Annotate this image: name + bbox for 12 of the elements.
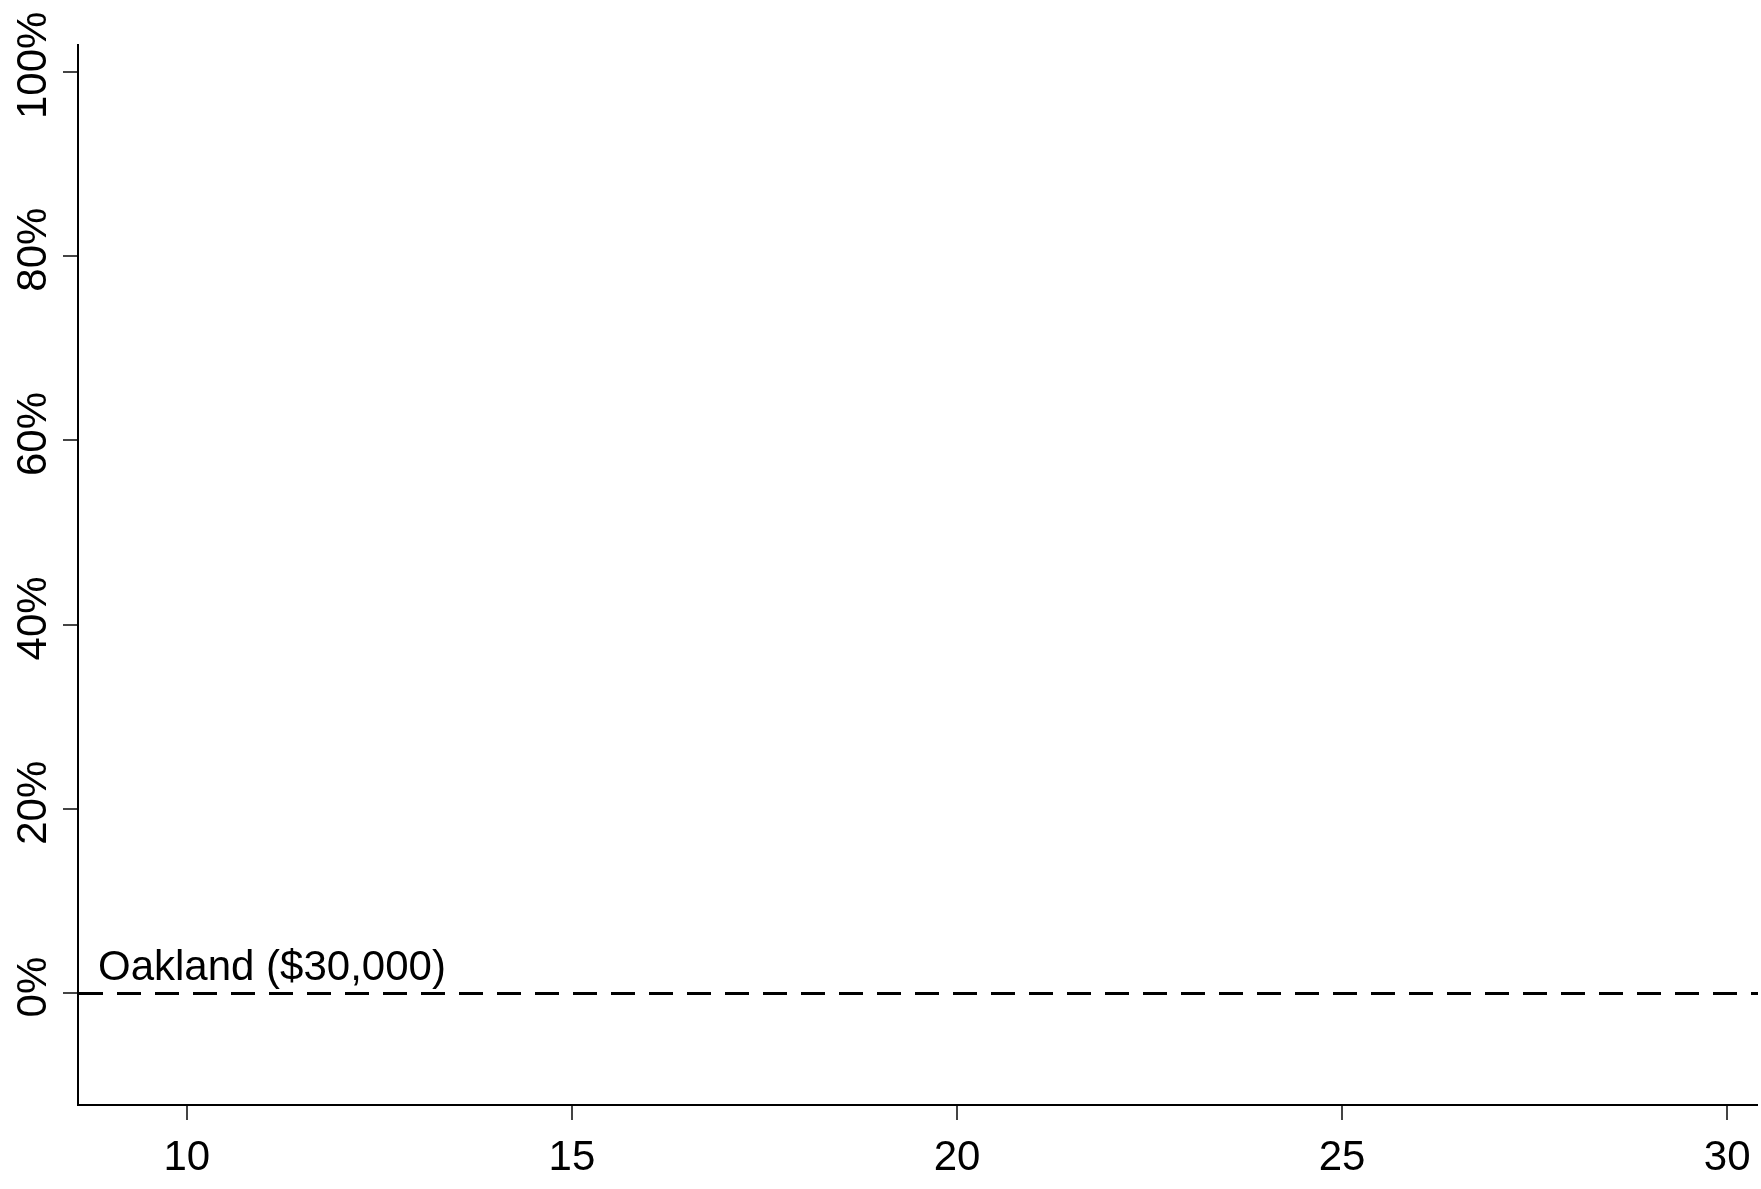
- x-tick-label: 10: [163, 1132, 211, 1180]
- ref-line-label: Oakland ($30,000): [98, 942, 446, 989]
- x-tick-label: 20: [933, 1132, 981, 1180]
- y-tick-label: 0%: [8, 956, 56, 1018]
- y-tick-label: 60%: [8, 392, 56, 477]
- y-tick-label: 100%: [8, 11, 56, 120]
- y-tick-label: 20%: [8, 760, 56, 845]
- x-tick-label: 30: [1703, 1132, 1751, 1180]
- y-tick-label: 80%: [8, 207, 56, 292]
- x-tick-label: 25: [1318, 1132, 1366, 1180]
- y-tick-label: 40%: [8, 576, 56, 661]
- x-tick-label: 15: [548, 1132, 596, 1180]
